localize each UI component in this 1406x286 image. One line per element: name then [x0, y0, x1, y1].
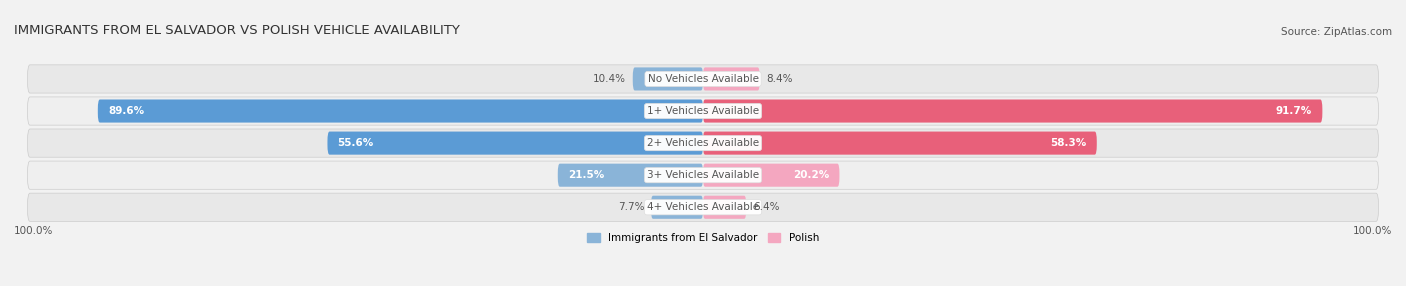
Text: 100.0%: 100.0%: [1353, 226, 1392, 236]
Text: 1+ Vehicles Available: 1+ Vehicles Available: [647, 106, 759, 116]
FancyBboxPatch shape: [703, 100, 1323, 123]
Text: 4+ Vehicles Available: 4+ Vehicles Available: [647, 202, 759, 212]
Text: 21.5%: 21.5%: [568, 170, 605, 180]
Text: 7.7%: 7.7%: [617, 202, 644, 212]
FancyBboxPatch shape: [28, 97, 1378, 125]
Text: 2+ Vehicles Available: 2+ Vehicles Available: [647, 138, 759, 148]
Text: 8.4%: 8.4%: [766, 74, 793, 84]
FancyBboxPatch shape: [558, 164, 703, 187]
FancyBboxPatch shape: [703, 196, 747, 219]
Text: 6.4%: 6.4%: [754, 202, 779, 212]
FancyBboxPatch shape: [28, 129, 1378, 157]
Text: 20.2%: 20.2%: [793, 170, 830, 180]
FancyBboxPatch shape: [703, 164, 839, 187]
FancyBboxPatch shape: [28, 193, 1378, 221]
Text: 10.4%: 10.4%: [593, 74, 626, 84]
FancyBboxPatch shape: [651, 196, 703, 219]
Text: 58.3%: 58.3%: [1050, 138, 1087, 148]
Text: 89.6%: 89.6%: [108, 106, 143, 116]
Text: 55.6%: 55.6%: [337, 138, 374, 148]
FancyBboxPatch shape: [28, 65, 1378, 93]
FancyBboxPatch shape: [703, 132, 1097, 155]
FancyBboxPatch shape: [28, 161, 1378, 189]
FancyBboxPatch shape: [98, 100, 703, 123]
Text: 3+ Vehicles Available: 3+ Vehicles Available: [647, 170, 759, 180]
Text: No Vehicles Available: No Vehicles Available: [648, 74, 758, 84]
Text: 91.7%: 91.7%: [1277, 106, 1312, 116]
FancyBboxPatch shape: [633, 67, 703, 90]
Text: 100.0%: 100.0%: [14, 226, 53, 236]
FancyBboxPatch shape: [703, 67, 759, 90]
Text: Source: ZipAtlas.com: Source: ZipAtlas.com: [1281, 27, 1392, 37]
Legend: Immigrants from El Salvador, Polish: Immigrants from El Salvador, Polish: [588, 233, 818, 243]
Text: IMMIGRANTS FROM EL SALVADOR VS POLISH VEHICLE AVAILABILITY: IMMIGRANTS FROM EL SALVADOR VS POLISH VE…: [14, 24, 460, 37]
FancyBboxPatch shape: [328, 132, 703, 155]
